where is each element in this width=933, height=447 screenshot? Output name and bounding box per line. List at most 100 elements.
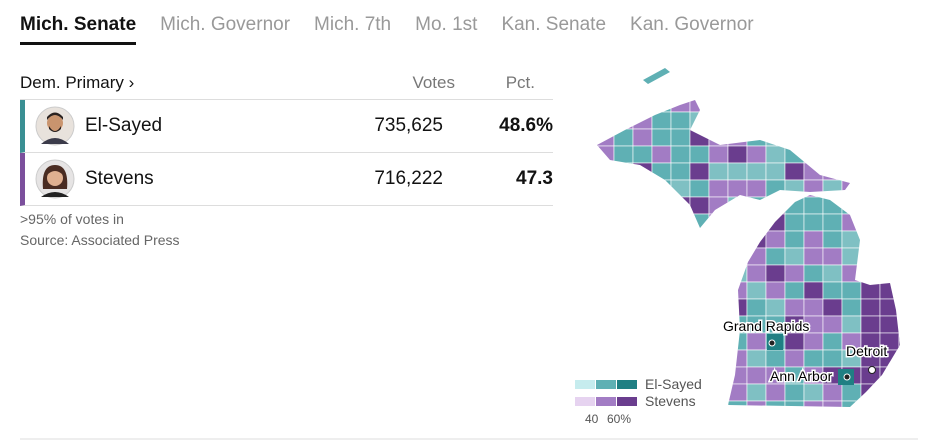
county [879,162,900,181]
county [803,349,824,368]
tab[interactable]: Mich. 7th [314,14,392,35]
county [708,383,729,402]
county [597,213,615,232]
legend: El-Sayed Stevens 40 60% [575,376,702,426]
county [670,332,691,351]
county [803,179,824,198]
county [746,145,767,164]
county [841,315,862,334]
county [651,213,672,232]
county [860,128,881,147]
county [803,383,824,402]
county [803,196,824,215]
race-link[interactable]: Dem. Primary › [20,72,135,92]
county [860,264,881,283]
county [651,100,672,113]
pct: 48.6% [499,115,553,136]
county [689,145,710,164]
county [727,145,748,164]
county [708,349,729,368]
pct: 47.3 [516,168,553,189]
county [689,128,710,147]
county [860,298,881,317]
county [727,230,748,249]
county [822,247,843,266]
county [898,230,900,249]
county [765,111,786,130]
county [746,162,767,181]
county [898,196,900,215]
county [613,247,634,266]
tab[interactable]: Mich. Governor [160,14,291,35]
votes: 735,625 [374,115,443,136]
votes: 716,222 [374,168,443,189]
county [670,100,691,113]
county [632,264,653,283]
tab[interactable]: Mo. 1st [415,14,478,35]
county [822,349,843,368]
county [879,196,900,215]
county [727,196,748,215]
county [613,281,634,300]
county [632,230,653,249]
county [841,281,862,300]
county [860,179,881,198]
county [708,400,729,407]
county [746,196,767,215]
county [689,264,710,283]
county [727,179,748,198]
tab[interactable]: Mich. Senate [20,14,137,45]
county [708,179,729,198]
county [841,162,862,181]
county [765,100,786,113]
county [670,162,691,181]
county [632,100,653,113]
county [898,349,900,368]
county [670,128,691,147]
county [746,400,767,407]
county [708,128,729,147]
tab[interactable]: Kan. Governor [630,14,754,35]
county [708,247,729,266]
county [803,264,824,283]
county [860,230,881,249]
county [784,179,805,198]
county [784,100,805,113]
county [898,179,900,198]
county [746,366,767,385]
county [708,366,729,385]
county [841,213,862,232]
county [613,111,634,130]
county [746,111,767,130]
county [632,349,653,368]
results-table: Dem. Primary › Votes Pct. El-Sayed 735,6… [20,66,553,206]
county [803,230,824,249]
county [632,281,653,300]
county [746,128,767,147]
county [746,298,767,317]
county [803,111,824,130]
county [784,349,805,368]
county [898,162,900,181]
county [784,145,805,164]
county [898,315,900,334]
county [670,179,691,198]
county [597,145,615,164]
county [841,230,862,249]
county [597,162,615,181]
county [746,213,767,232]
isle-royale [643,68,670,84]
county [689,281,710,300]
county [765,145,786,164]
tab[interactable]: Kan. Senate [501,14,607,35]
county [727,332,748,351]
votes-header: Votes [412,72,455,92]
county [689,332,710,351]
county [898,383,900,402]
county [898,145,900,164]
county [879,298,900,317]
county [727,349,748,368]
county [670,264,691,283]
county [803,400,824,407]
county [860,213,881,232]
